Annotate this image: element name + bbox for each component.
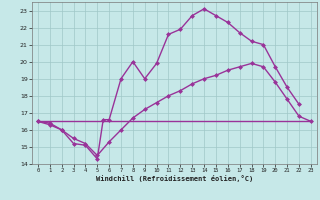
X-axis label: Windchill (Refroidissement éolien,°C): Windchill (Refroidissement éolien,°C)	[96, 175, 253, 182]
